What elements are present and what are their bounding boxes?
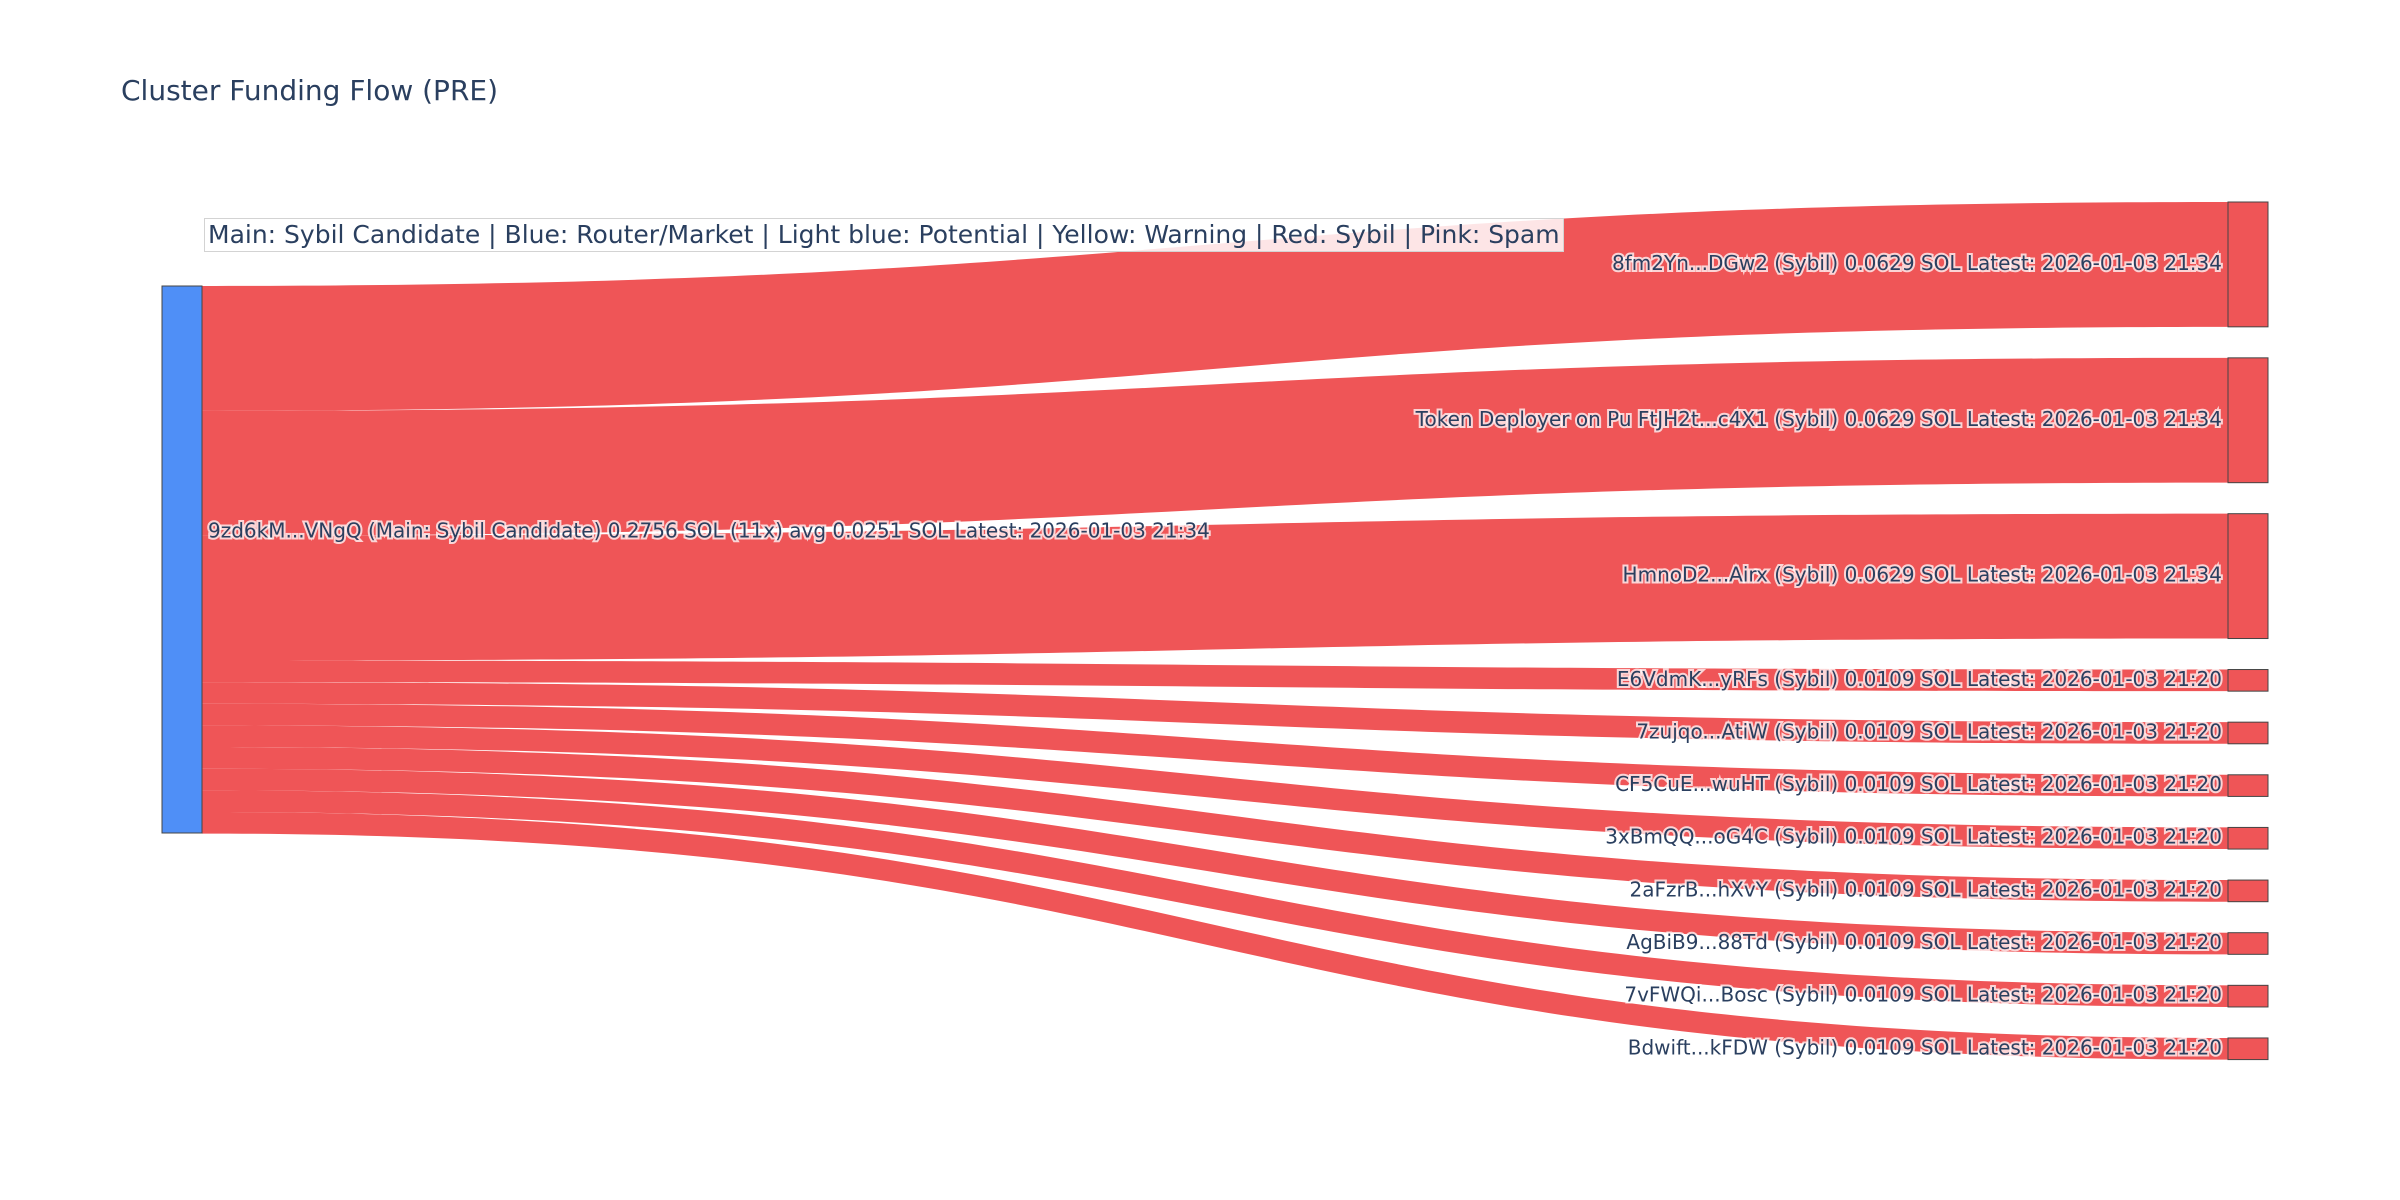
source-node-label: 9zd6kM...VNgQ (Main: Sybil Candidate) 0.… [208, 519, 1210, 543]
target-node-label-6: CF5CuE...wuHT (Sybil) 0.0109 SOL Latest:… [1615, 772, 2222, 796]
links-layer [202, 202, 2228, 1060]
flow-link-11[interactable] [202, 811, 2228, 1060]
flow-link-8[interactable] [202, 747, 2228, 902]
target-node-3[interactable] [2227, 513, 2269, 640]
labels-layer: 9zd6kM...VNgQ (Main: Sybil Candidate) 0.… [206, 249, 2224, 1061]
target-node-label-1: 8fm2Yn...DGw2 (Sybil) 0.0629 SOL Latest:… [1612, 251, 2222, 275]
chart-title: Cluster Funding Flow (PRE) [121, 74, 499, 107]
flow-link-3[interactable] [202, 513, 2228, 661]
flow-link-9[interactable] [202, 768, 2228, 955]
target-node-1[interactable] [2227, 201, 2269, 328]
target-node-9[interactable] [2227, 932, 2269, 955]
target-node-label-3: HmnoD2...Airx (Sybil) 0.0629 SOL Latest:… [1623, 563, 2222, 587]
target-node-4[interactable] [2227, 669, 2269, 692]
target-node-2[interactable] [2227, 357, 2269, 484]
nodes-layer [161, 201, 2269, 1061]
flow-link-2[interactable] [202, 357, 2228, 536]
target-node-11[interactable] [2227, 1037, 2269, 1061]
flow-link-6[interactable] [202, 703, 2228, 797]
flow-link-4[interactable] [202, 660, 2228, 692]
target-node-5[interactable] [2227, 721, 2269, 745]
target-node-label-10: 7vFWQi...Bosc (Sybil) 0.0109 SOL Latest:… [1624, 983, 2222, 1007]
flow-link-5[interactable] [202, 682, 2228, 744]
target-node-10[interactable] [2227, 984, 2269, 1008]
target-node-label-5: 7zujqo...AtiW (Sybil) 0.0109 SOL Latest:… [1636, 719, 2222, 743]
target-node-7[interactable] [2227, 826, 2269, 850]
target-node-label-2: Token Deployer on Pu FtJH2t...c4X1 (Sybi… [1415, 407, 2222, 431]
target-node-label-4: E6VdmK...yRFs (Sybil) 0.0109 SOL Latest:… [1617, 667, 2222, 691]
target-node-label-9: AgBiB9...88Td (Sybil) 0.0109 SOL Latest:… [1626, 930, 2222, 954]
target-node-label-11: Bdwift...kFDW (Sybil) 0.0109 SOL Latest:… [1628, 1035, 2222, 1059]
legend-note: Main: Sybil Candidate | Blue: Router/Mar… [204, 218, 1564, 252]
flow-link-1[interactable] [202, 202, 2228, 411]
target-node-label-7: 3xBmQQ...oG4C (Sybil) 0.0109 SOL Latest:… [1605, 825, 2222, 849]
target-node-label-8: 2aFzrB...hXvY (Sybil) 0.0109 SOL Latest:… [1630, 877, 2223, 901]
target-node-8[interactable] [2227, 879, 2269, 903]
flow-link-7[interactable] [202, 725, 2228, 850]
flow-link-10[interactable] [202, 790, 2228, 1007]
source-node[interactable] [161, 285, 203, 834]
target-node-6[interactable] [2227, 774, 2269, 797]
